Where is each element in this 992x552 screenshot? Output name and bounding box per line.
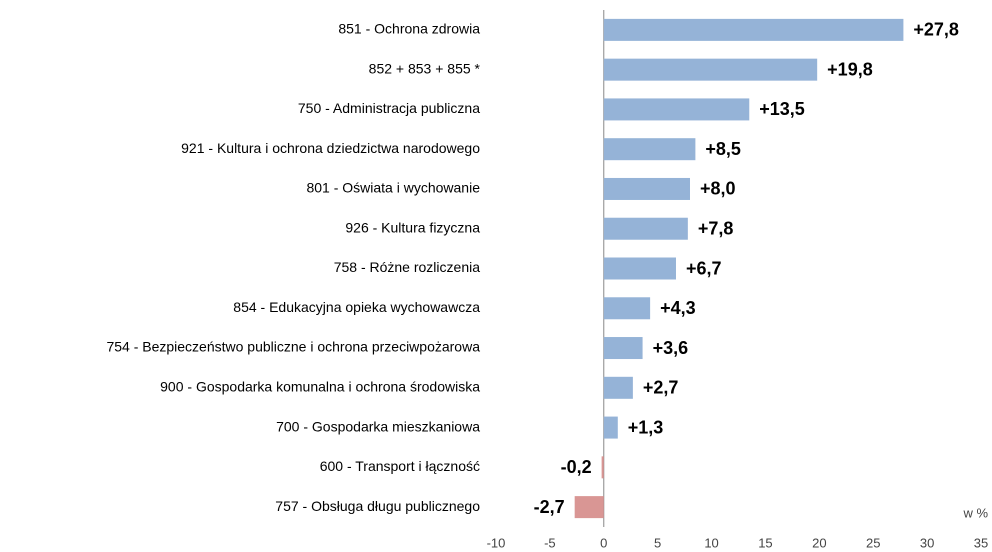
category-label: 852 + 853 + 855 * bbox=[369, 60, 481, 76]
category-label: 801 - Oświata i wychowanie bbox=[306, 180, 480, 196]
x-tick-label: -5 bbox=[544, 535, 556, 550]
bar bbox=[603, 177, 690, 200]
category-label: 921 - Kultura i ochrona dziedzictwa naro… bbox=[181, 140, 480, 156]
bar bbox=[603, 297, 651, 320]
value-label: +1,3 bbox=[628, 417, 664, 437]
value-label: +2,7 bbox=[643, 378, 679, 398]
x-tick-label: 15 bbox=[758, 535, 772, 550]
bar bbox=[603, 376, 633, 399]
category-label: 758 - Różne rozliczenia bbox=[334, 259, 481, 275]
x-tick-label: 10 bbox=[704, 535, 718, 550]
x-tick-label: 30 bbox=[920, 535, 934, 550]
category-label: 851 - Ochrona zdrowia bbox=[338, 21, 480, 37]
bar bbox=[603, 138, 696, 161]
bar bbox=[603, 18, 904, 41]
x-tick-label: 5 bbox=[654, 535, 661, 550]
value-label: +8,0 bbox=[700, 179, 736, 199]
category-label: 600 - Transport i łączność bbox=[320, 458, 480, 474]
bar bbox=[603, 98, 750, 121]
value-label: -0,2 bbox=[561, 457, 592, 477]
bar bbox=[601, 456, 604, 479]
bar bbox=[603, 416, 618, 439]
x-tick-label: -10 bbox=[487, 535, 506, 550]
category-label: 754 - Bezpieczeństwo publiczne i ochrona… bbox=[106, 339, 480, 355]
bar bbox=[603, 257, 676, 280]
bar bbox=[603, 217, 688, 240]
value-label: +4,3 bbox=[660, 298, 696, 318]
category-label: 926 - Kultura fizyczna bbox=[345, 219, 480, 235]
value-label: +6,7 bbox=[686, 258, 722, 278]
value-label: +13,5 bbox=[759, 99, 805, 119]
category-label: 900 - Gospodarka komunalna i ochrona śro… bbox=[160, 379, 480, 395]
category-label: 700 - Gospodarka mieszkaniowa bbox=[276, 418, 480, 434]
bar bbox=[603, 337, 643, 360]
x-tick-label: 20 bbox=[812, 535, 826, 550]
category-label: 757 - Obsługa długu publicznego bbox=[275, 498, 480, 514]
value-label: -2,7 bbox=[534, 497, 565, 517]
value-label: +7,8 bbox=[698, 218, 734, 238]
category-label: 750 - Administracja publiczna bbox=[298, 100, 480, 116]
value-label: +19,8 bbox=[827, 59, 873, 79]
x-tick-label: 25 bbox=[866, 535, 880, 550]
category-label: 854 - Edukacyjna opieka wychowawcza bbox=[233, 299, 480, 315]
value-label: +3,6 bbox=[653, 338, 689, 358]
x-tick-label: 35 bbox=[974, 535, 988, 550]
x-axis-label: w % bbox=[962, 505, 988, 520]
value-label: +8,5 bbox=[705, 139, 741, 159]
bar bbox=[603, 58, 818, 81]
bar bbox=[574, 496, 604, 519]
x-tick-label: 0 bbox=[600, 535, 607, 550]
value-label: +27,8 bbox=[913, 20, 959, 40]
